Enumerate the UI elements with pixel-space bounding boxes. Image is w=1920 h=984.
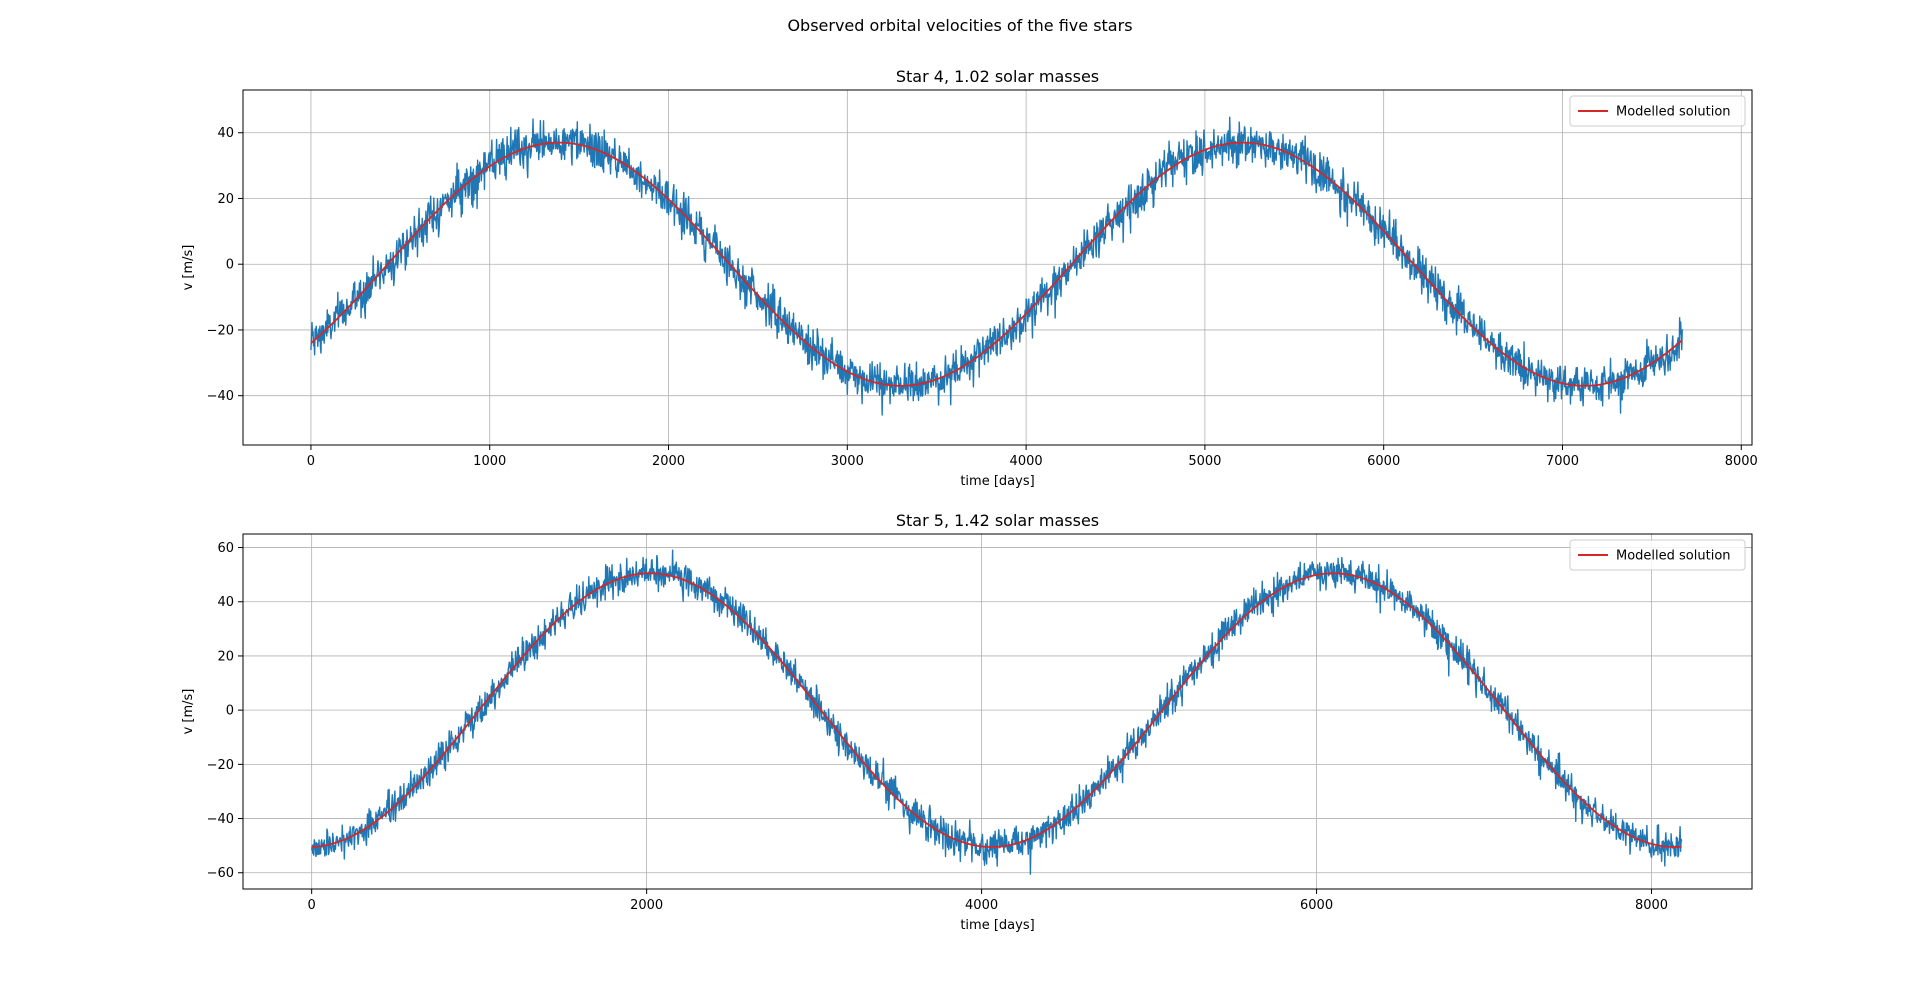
axes-frame [242,89,1753,446]
chart-title: Star 5, 1.42 solar masses [896,511,1099,530]
legend-box [1569,539,1746,571]
legend-box [1569,95,1746,127]
x-axis-label: time [days] [960,918,1034,933]
y-axis-label: v [m/s] [181,689,196,735]
chart-star-4: 0 1000 2000 3000 4000 5000 6000 7000 8000 −40 −20 0… [181,67,1758,489]
x-tick-label: 4000 [1010,454,1043,469]
y-tick-label: −20 [207,323,234,338]
x-tick-label: 0 [308,898,316,913]
x-tick-label: 6000 [1300,898,1333,913]
x-tick-label: 2000 [652,454,685,469]
x-tick-label: 3000 [831,454,864,469]
y-tick-label: 20 [217,649,234,664]
x-tick-label: 8000 [1725,454,1758,469]
x-tick-label: 8000 [1635,898,1668,913]
x-axis-label: time [days] [960,474,1034,489]
figure-title: Observed orbital velocities of the five … [787,16,1132,35]
y-tick-label: 60 [217,541,234,556]
x-tick-label: 1000 [473,454,506,469]
y-tick-label: −20 [207,758,234,773]
legend-label: Modelled solution [1616,105,1731,120]
modelled-solution-line [311,572,1682,848]
x-tick-label: 5000 [1188,454,1221,469]
y-tick-label: 0 [226,258,234,273]
legend-label: Modelled solution [1616,549,1731,564]
modelled-solution-line [310,141,1683,387]
y-tick-label: −60 [207,866,234,881]
y-tick-label: 40 [217,595,234,610]
y-tick-label: 20 [217,192,234,207]
y-tick-label: 0 [226,704,234,719]
y-tick-label: −40 [207,389,234,404]
y-axis-label: v [m/s] [181,245,196,291]
x-tick-label: 2000 [630,898,663,913]
grid [243,90,1752,445]
x-tick-label: 0 [307,454,315,469]
legend: Modelled solution [1569,539,1746,571]
observed-velocity-line [310,549,1683,875]
chart-star-5: 0 2000 4000 6000 8000 −60 −40 −20 0 20 40 60 Star 5,… [181,511,1753,933]
x-tick-label: 7000 [1546,454,1579,469]
chart-title: Star 4, 1.02 solar masses [896,67,1099,86]
x-tick-label: 4000 [965,898,998,913]
x-tick-label: 6000 [1367,454,1400,469]
y-tick-label: −40 [207,812,234,827]
grid [243,534,1752,889]
legend: Modelled solution [1569,95,1746,127]
observed-velocity-line [310,116,1683,416]
y-tick-label: 40 [217,126,234,141]
axes-frame [242,533,1753,890]
